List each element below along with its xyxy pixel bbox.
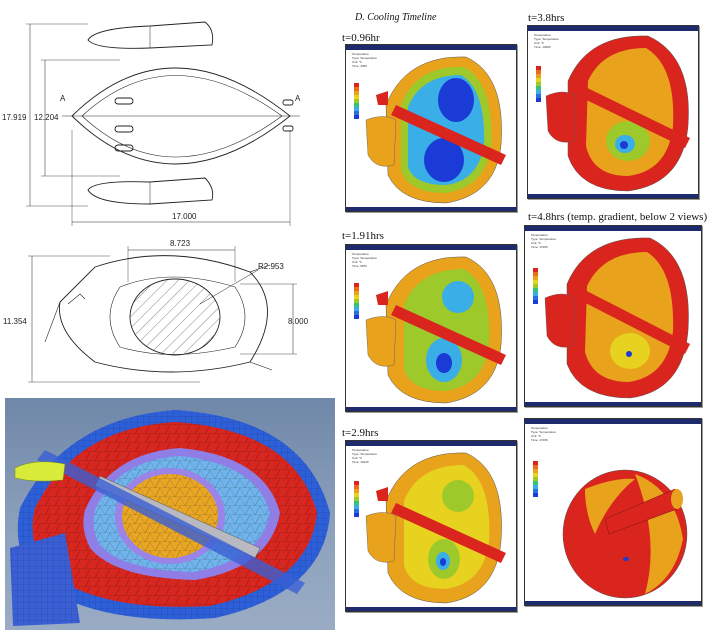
contour-plot-t191 (365, 256, 506, 404)
section-view-sketch: 8.723 R2.953 11.354 8.000 (3, 239, 309, 383)
dim-height-inner: 12.204 (34, 113, 59, 122)
drawing-section-view: 8.723 R2.953 11.354 8.000 (0, 232, 345, 390)
drawing-top-view: 17.919 12.204 17.000 A A (0, 0, 345, 230)
section-mark-right: A (295, 94, 301, 103)
label-t191: t=1.91hrs (342, 230, 384, 242)
contour-plot-t48 (544, 237, 690, 399)
label-t48: t=4.8hrs (temp. gradient, below 2 views) (528, 211, 708, 223)
sim-panel-external: Temperature Type: Temperature Unit: °F Time… (524, 418, 702, 606)
dim-radius: R2.953 (258, 262, 284, 271)
contour-plot-t29 (365, 452, 506, 604)
sim-panel-t096: Temperature Type: Temperature Unit: °F Time… (345, 44, 517, 212)
top-view-sketch: 17.919 12.204 17.000 A A (2, 21, 301, 226)
color-legend (354, 283, 359, 319)
dim-bore-height: 8.000 (288, 317, 309, 326)
color-legend (536, 66, 541, 102)
label-t38: t=3.8hrs (528, 12, 565, 24)
label-t096: t=0.96hr (342, 32, 380, 44)
dim-bore-width: 8.723 (170, 239, 191, 248)
mesh-model (10, 410, 331, 626)
section-mark-left: A (60, 94, 66, 103)
timeline-title: D. Cooling Timeline (355, 12, 437, 23)
color-legend (533, 461, 538, 497)
contour-plot-t38 (545, 35, 690, 192)
dim-height-total: 17.919 (2, 113, 27, 122)
label-t29: t=2.9hrs (342, 427, 379, 439)
dim-width: 17.000 (172, 212, 197, 221)
fea-mesh-image (5, 398, 335, 630)
color-legend (354, 481, 359, 517)
contour-plot-t096 (365, 56, 506, 204)
sim-panel-t48: Temperature Type: Temperature Unit: °F Time… (524, 225, 702, 407)
sim-panel-t191: Temperature Type: Temperature Unit: °F Time… (345, 244, 517, 412)
sim-panel-t38: Temperature Type: Temperature Unit: °F Time… (527, 25, 699, 199)
contour-plot-external (562, 469, 688, 599)
dim-section-height: 11.354 (3, 317, 27, 326)
sim-panel-t29: Temperature Type: Temperature Unit: °F Time… (345, 440, 517, 612)
color-legend (354, 83, 359, 119)
color-legend (533, 268, 538, 304)
